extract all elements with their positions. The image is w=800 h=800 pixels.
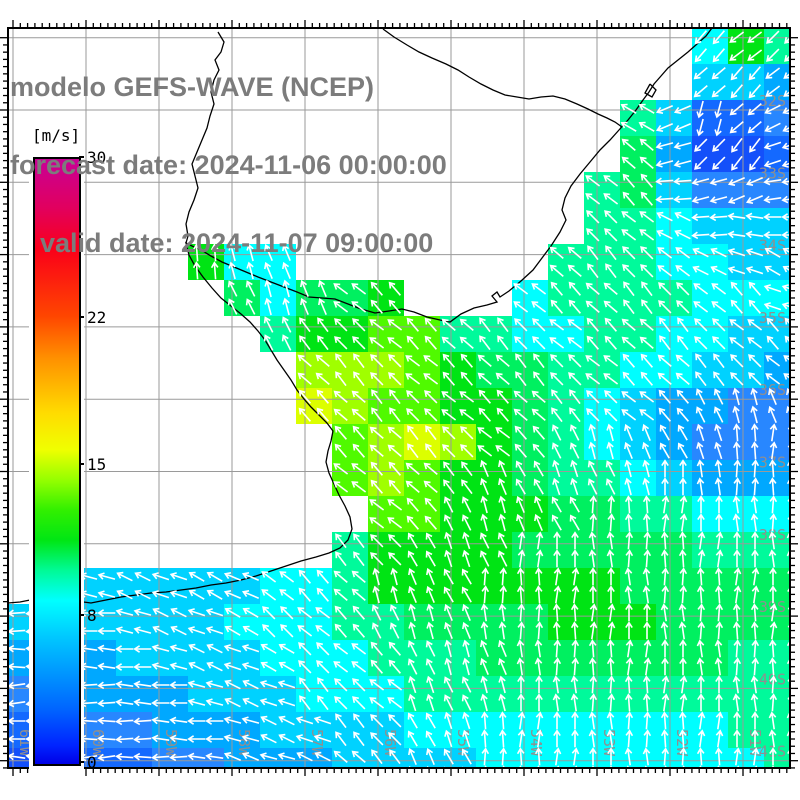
wind-speed-cell <box>512 676 548 712</box>
wind-speed-cell <box>116 748 152 768</box>
lat-label: 32S <box>759 92 786 110</box>
lon-label: 53W <box>600 729 618 757</box>
wind-speed-cell <box>584 460 620 496</box>
wind-speed-cell <box>764 640 790 676</box>
wind-speed-cell <box>764 712 790 748</box>
wind-speed-cell <box>548 532 584 568</box>
wind-speed-cell <box>548 496 584 532</box>
wind-speed-cell <box>224 568 260 604</box>
wind-speed-cell <box>440 604 476 640</box>
wind-speed-cell <box>548 424 584 460</box>
lon-label: 59W <box>162 729 180 757</box>
wind-speed-cell <box>692 388 728 424</box>
wind-arrows-layer <box>8 30 790 768</box>
lon-label: 58W <box>235 729 253 757</box>
wind-speed-cell <box>260 316 296 352</box>
river-line <box>185 31 225 244</box>
wind-speed-cell <box>512 496 548 532</box>
wind-speed-cell <box>764 676 790 712</box>
wind-speed-cell <box>152 604 188 640</box>
wind-speed-cell <box>260 748 296 768</box>
wind-arrows <box>8 30 790 768</box>
wind-speed-cell <box>260 712 296 748</box>
wind-speed-cell <box>224 748 260 768</box>
wind-speed-cell <box>152 676 188 712</box>
wind-speed-cell <box>656 460 692 496</box>
wind-speed-cell <box>548 712 584 748</box>
wind-speed-cell <box>620 424 656 460</box>
wind-speed-cell <box>404 748 440 768</box>
lon-label: 54W <box>527 729 545 757</box>
map-frame <box>7 27 791 769</box>
wind-speed-cell <box>656 424 692 460</box>
river-line <box>382 28 623 128</box>
wind-speed-cell <box>620 100 656 136</box>
wind-speed-cell <box>404 640 440 676</box>
wind-speed-cell <box>188 712 224 748</box>
wind-speed-cell <box>764 460 790 496</box>
wind-speed-cell <box>764 532 790 568</box>
wind-speed-cell <box>404 532 440 568</box>
wind-speed-cell <box>728 532 764 568</box>
lon-label: 52W <box>673 729 691 757</box>
wind-speed-cell <box>476 640 512 676</box>
lat-label: 33S <box>759 164 786 182</box>
wind-speed-cell <box>224 280 260 316</box>
wind-speed-cell <box>728 712 764 748</box>
wind-speed-cell <box>692 244 728 280</box>
wind-speed-cell <box>584 568 620 604</box>
wind-speed-cell <box>116 568 152 604</box>
wind-speed-cell <box>656 640 692 676</box>
wind-speed-cell <box>476 460 512 496</box>
wind-speed-cell <box>440 748 476 768</box>
wind-speed-cell <box>728 172 764 208</box>
speed-cells-layer <box>8 28 790 768</box>
lon-label: 55W <box>454 729 472 757</box>
wind-speed-cell <box>224 676 260 712</box>
wind-speed-cell <box>368 604 404 640</box>
wind-speed-cell <box>764 604 790 640</box>
wind-speed-cell <box>44 748 80 768</box>
wind-speed-cell <box>512 460 548 496</box>
wind-speed-cell <box>404 568 440 604</box>
river-line <box>644 83 657 98</box>
wind-speed-cell <box>260 244 296 280</box>
wind-speed-cell <box>764 568 790 604</box>
wind-speed-cell <box>692 676 728 712</box>
wind-speed-cell <box>260 640 296 676</box>
wind-speed-cell <box>332 748 368 768</box>
wind-speed-cell <box>764 496 790 532</box>
wind-speed-cell <box>188 748 224 768</box>
frame-ticks <box>0 20 798 776</box>
wind-speed-cell <box>656 100 692 136</box>
wind-speed-cell <box>116 640 152 676</box>
wind-speed-cell <box>656 208 692 244</box>
wind-speed-cell <box>440 496 476 532</box>
wind-speed-cell <box>188 640 224 676</box>
wind-speed-cell <box>80 604 116 640</box>
lon-label: 60W <box>89 729 107 757</box>
wind-speed-cell <box>440 568 476 604</box>
lon-label: 57W <box>308 729 326 757</box>
wind-speed-cell <box>440 676 476 712</box>
lat-label: 35S <box>759 309 786 327</box>
wind-speed-cell <box>764 424 790 460</box>
wind-speed-cell <box>692 496 728 532</box>
wind-speed-cell <box>476 532 512 568</box>
wind-speed-cell <box>224 604 260 640</box>
wind-speed-cell <box>620 604 656 640</box>
graticule-layer <box>8 28 790 768</box>
lon-label: 56W <box>381 729 399 757</box>
wind-speed-cell <box>404 712 440 748</box>
